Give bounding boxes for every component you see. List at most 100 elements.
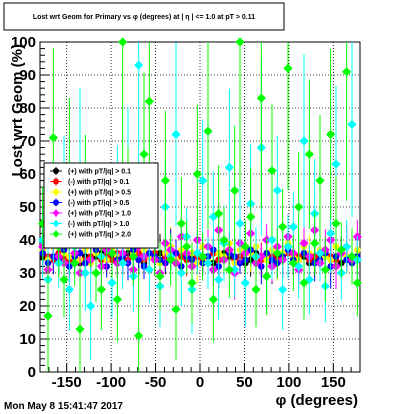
data-point bbox=[107, 278, 117, 288]
title-box bbox=[3, 2, 285, 31]
legend-label: (-) with pT/|q| > 0.1 bbox=[68, 179, 129, 186]
data-point bbox=[315, 248, 325, 258]
data-point bbox=[267, 235, 277, 245]
data-point bbox=[347, 119, 357, 130]
data-point bbox=[118, 258, 128, 268]
y-tick-label: 40 bbox=[19, 232, 36, 249]
data-point bbox=[214, 275, 224, 285]
legend-marker bbox=[52, 230, 60, 238]
data-point bbox=[262, 271, 272, 281]
data-point bbox=[310, 238, 320, 248]
legend-marker bbox=[53, 189, 59, 195]
legend: (+) with pT/|q| > 0.1 (-) with pT/|q| > 0… bbox=[50, 167, 131, 239]
data-point bbox=[155, 271, 165, 281]
data-point bbox=[192, 248, 202, 258]
data-point bbox=[198, 251, 208, 262]
data-point bbox=[214, 209, 224, 219]
data-point bbox=[134, 331, 144, 341]
data-point bbox=[176, 218, 186, 229]
data-point bbox=[235, 218, 245, 229]
legend-label: (-) with pT/|q| > 0.5 bbox=[68, 200, 129, 207]
data-point bbox=[208, 294, 218, 304]
data-point bbox=[235, 37, 245, 47]
data-point bbox=[135, 256, 142, 264]
data-point bbox=[256, 251, 266, 262]
data-point bbox=[342, 67, 352, 77]
data-point bbox=[192, 169, 202, 179]
y-tick-label: 0 bbox=[28, 364, 36, 381]
legend-marker bbox=[52, 220, 60, 227]
x-tick-label: -150 bbox=[52, 374, 82, 391]
y-tick-label: 90 bbox=[19, 67, 36, 84]
date-stamp: Mon May 8 15:41:47 2017 bbox=[4, 401, 123, 412]
data-point bbox=[64, 284, 74, 295]
data-point bbox=[59, 275, 69, 285]
x-tick-labels: -150 -100 -50 0 50 100 150 bbox=[52, 374, 346, 391]
data-point bbox=[347, 251, 357, 262]
data-point bbox=[160, 176, 170, 186]
data-point bbox=[278, 284, 288, 295]
data-point bbox=[256, 93, 266, 103]
axis-ticks bbox=[39, 41, 361, 373]
data-point bbox=[283, 63, 293, 73]
data-point bbox=[198, 176, 208, 186]
data-point bbox=[203, 126, 213, 136]
y-tick-label: 70 bbox=[19, 133, 36, 150]
legend-label: (+) with pT/|q| > 0.5 bbox=[68, 190, 131, 197]
data-point bbox=[320, 265, 330, 275]
data-point bbox=[96, 284, 106, 295]
x-tick-label: -50 bbox=[145, 374, 167, 391]
data-point bbox=[80, 268, 90, 278]
data-point bbox=[299, 136, 309, 146]
y-tick-label: 60 bbox=[19, 166, 36, 183]
legend-label: (+) with pT/|q| > 2.0 bbox=[68, 232, 131, 239]
legend-box bbox=[43, 162, 159, 249]
data-point bbox=[134, 60, 144, 70]
legend-label: (+) with pT/|q| > 0.1 bbox=[68, 169, 131, 176]
data-point bbox=[48, 133, 58, 143]
data-point bbox=[75, 324, 85, 334]
y-axis-label: Lost wrt Geom (%) bbox=[9, 44, 26, 177]
data-point bbox=[144, 265, 154, 275]
x-tick-label: 50 bbox=[236, 374, 253, 391]
data-point bbox=[299, 278, 309, 288]
data-point bbox=[272, 185, 282, 196]
data-point bbox=[326, 129, 336, 139]
data-point bbox=[315, 176, 325, 186]
data-point bbox=[107, 248, 117, 258]
x-tick-label: 0 bbox=[196, 374, 204, 391]
data-point bbox=[144, 96, 154, 106]
x-tick-label: -100 bbox=[96, 374, 126, 391]
data-point bbox=[166, 255, 176, 265]
data-point bbox=[331, 218, 341, 229]
data-point bbox=[288, 222, 298, 232]
legend-marker bbox=[52, 209, 60, 217]
data-point bbox=[118, 37, 128, 47]
data-point bbox=[43, 311, 53, 321]
data-point bbox=[171, 304, 181, 314]
legend-marker bbox=[53, 199, 59, 206]
y-tick-label: 80 bbox=[19, 100, 36, 117]
data-point bbox=[267, 166, 277, 176]
data-point bbox=[352, 278, 362, 288]
data-point bbox=[331, 159, 341, 169]
data-point bbox=[288, 258, 298, 268]
data-point bbox=[176, 268, 186, 278]
y-tick-label: 50 bbox=[19, 199, 36, 216]
data-point bbox=[304, 275, 314, 285]
data-point bbox=[246, 212, 256, 222]
data-point bbox=[182, 242, 192, 252]
y-tick-label: 20 bbox=[19, 298, 36, 315]
data-point bbox=[219, 235, 229, 245]
data-point bbox=[240, 242, 250, 252]
legend-marker bbox=[53, 168, 59, 174]
data-point bbox=[304, 149, 314, 159]
legend-label: (-) with pT/|q| > 1.0 bbox=[68, 221, 129, 228]
y-tick-label: 30 bbox=[19, 265, 36, 282]
legend-marker bbox=[53, 178, 59, 185]
y-tick-labels: 0 10 20 30 40 50 60 70 80 90 100 bbox=[11, 34, 36, 381]
data-point bbox=[224, 265, 234, 275]
data-point bbox=[112, 294, 122, 304]
data-point bbox=[230, 185, 240, 196]
